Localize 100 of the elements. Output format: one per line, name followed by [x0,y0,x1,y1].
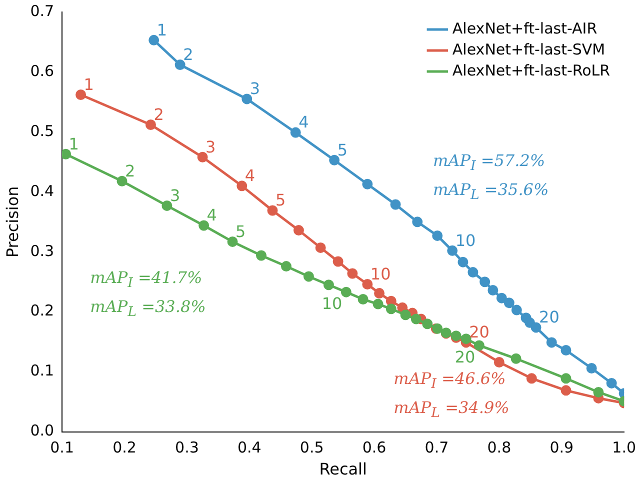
point [329,154,340,166]
point [494,356,504,368]
x-tick-label: 0.9 [550,438,574,457]
legend-label: AlexNet+ft-last-RoLR [452,61,610,80]
x-axis-title: Recall [319,460,367,479]
point [593,386,604,398]
point [332,256,344,267]
y-tick-label: 0.4 [30,182,54,200]
point [412,216,423,228]
legend-label: AlexNet+ft-last-SVM [452,40,606,58]
point [372,298,384,310]
point [560,373,572,384]
annotation: 10 [370,264,391,284]
annotation: 4 [206,206,217,225]
point [390,199,401,210]
point [362,178,373,190]
point [526,373,537,384]
legend-label: AlexNet+ft-last-AIR [452,19,598,38]
point [386,304,396,314]
point [358,294,368,305]
annotation: 3 [170,186,180,205]
point [242,94,252,104]
point [174,60,186,70]
point [560,385,572,396]
annotation: mAP$_{I}$ =41.7% [90,268,202,292]
point [432,230,443,241]
y-tick-label: 0.0 [30,422,54,440]
point [293,225,304,236]
point [280,261,292,272]
annotation: 20 [469,322,490,342]
point [400,310,411,320]
x-tick-label: 0.2 [112,438,136,457]
point [116,176,128,186]
x-tick-label: 0.3 [175,438,199,457]
y-tick-label: 0.2 [30,302,54,320]
point [530,322,542,333]
point [606,378,617,388]
point [496,292,507,304]
annotation: 3 [206,137,216,156]
point [315,242,326,253]
point [76,90,86,100]
y-axis-title: Precision [2,186,22,258]
point [148,34,160,46]
point [488,285,498,296]
annotation: 5 [276,190,286,210]
point [256,250,267,261]
x-tick-label: 0.6 [362,438,386,457]
y-tick-label: 0.1 [30,362,54,380]
point [468,267,478,278]
x-tick-label: 0.5 [300,438,324,457]
point [162,200,172,211]
annotation: 2 [183,44,194,64]
y-tick-label: 0.5 [30,122,54,140]
x-tick-label: 0.7 [424,438,449,457]
point [236,180,248,192]
point [198,220,210,231]
annotation: mAP$_{L}$ =35.6% [432,180,549,204]
point [524,317,536,328]
y-tick-label: 0.7 [30,2,54,20]
point [303,271,314,282]
annotation: 20 [539,308,560,327]
annotation: 5 [337,140,348,160]
point [474,340,484,351]
annotation: 2 [125,161,136,180]
point [480,276,490,288]
x-tick-label: 0.4 [237,438,262,457]
point [62,148,72,160]
point [323,280,334,290]
point [511,304,522,316]
point [546,337,557,348]
annotation: 4 [298,112,309,132]
annotation: mAP$_{L}$ =34.9% [394,398,510,422]
point [227,236,238,247]
point [362,279,373,290]
annotation: 10 [455,230,476,250]
point [560,344,572,356]
x-tick-label: 1.0 [612,438,636,457]
point [447,245,458,256]
y-tick-label: 0.6 [30,62,54,80]
point [504,298,514,308]
point [145,119,156,130]
annotation: 1 [84,74,94,94]
y-tick-label: 0.3 [30,242,54,260]
point [197,152,208,162]
annotation: 2 [154,104,164,124]
point [460,334,472,344]
point [340,286,352,298]
point [410,314,422,324]
point [422,318,433,330]
annotation: 5 [236,222,246,241]
point [510,353,522,364]
point [586,362,597,374]
x-tick-label: 0.1 [50,438,74,457]
annotation: 20 [454,348,476,367]
point [374,288,385,299]
point [458,256,468,268]
annotation: 1 [68,134,79,154]
annotation: 4 [244,166,256,186]
annotation: mAP$_{L}$ =33.8% [90,297,206,321]
point [290,127,301,138]
